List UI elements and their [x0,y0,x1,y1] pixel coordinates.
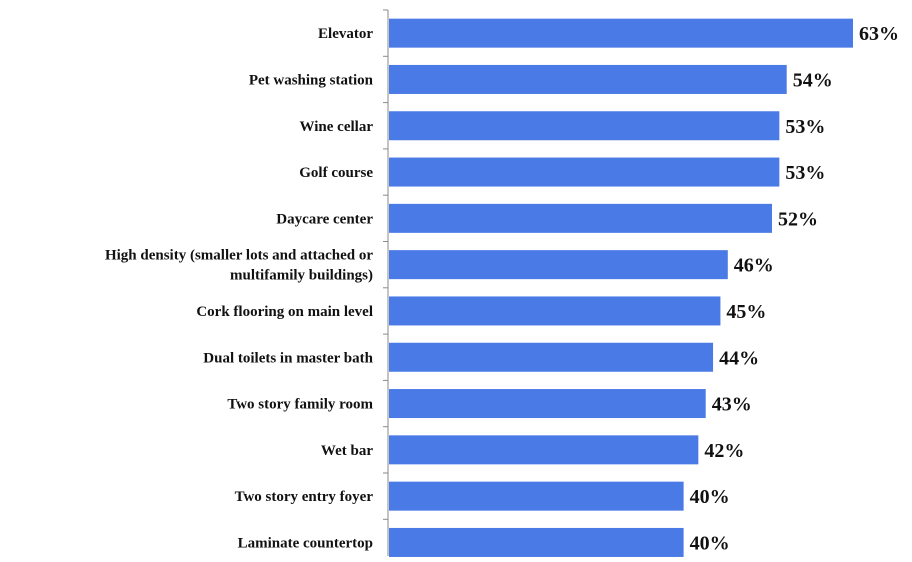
category-label-wine-cellar: Wine cellar [300,119,374,135]
category-label-pet-washing-station: Pet washing station [249,72,374,88]
y-axis-ticks [383,9,388,520]
bar-wet-bar [389,435,699,465]
value-label-elevator: 63% [859,23,899,45]
category-label-two-story-entry-foyer: Two story entry foyer [235,489,374,505]
bar-dual-toilets-in-master-bath [389,342,714,372]
bar-two-story-family-room [389,389,706,419]
value-label-pet-washing-station: 54% [793,69,833,91]
value-label-two-story-family-room: 43% [712,394,752,416]
bar-daycare-center [389,203,772,233]
category-label-high-density-smaller-lots-and-attached-or-multifamily-buildings: High density (smaller lots and attached … [105,248,373,284]
category-labels: Elevator Pet washing station Wine cellar Go… [105,26,374,551]
bar-high-density-smaller-lots-and-attached-or-multifamily-buildings [389,250,728,280]
value-labels: 63% 54% 53% 53% 52% 46% 45% 44% 43% 42% 40% 40% [690,23,899,554]
value-label-cork-flooring-on-main-level: 45% [726,301,766,323]
value-label-wine-cellar: 53% [785,116,825,138]
bar-wine-cellar [389,111,780,141]
value-label-dual-toilets-in-master-bath: 44% [719,347,759,369]
bar-elevator [389,18,853,48]
category-label-cork-flooring-on-main-level: Cork flooring on main level [196,304,373,320]
bar-two-story-entry-foyer [389,481,684,511]
bar-pet-washing-station [389,64,787,94]
category-label-daycare-center: Daycare center [276,211,373,227]
category-label-wet-bar: Wet bar [321,443,373,459]
value-label-golf-course: 53% [785,162,825,184]
value-label-laminate-countertop: 40% [690,532,730,554]
value-label-two-story-entry-foyer: 40% [690,486,730,508]
category-label-elevator: Elevator [318,26,373,42]
category-label-golf-course: Golf course [299,165,373,181]
category-label-dual-toilets-in-master-bath: Dual toilets in master bath [203,350,373,366]
category-label-laminate-countertop: Laminate countertop [238,535,373,551]
bar-laminate-countertop [389,527,684,557]
category-label-two-story-family-room: Two story family room [227,397,373,413]
bar-golf-course [389,157,780,187]
bars-group [389,18,853,557]
value-label-wet-bar: 42% [704,440,744,462]
bar-cork-flooring-on-main-level [389,296,721,326]
value-label-high-density-smaller-lots-and-attached-or-multifamily-buildings: 46% [734,255,774,277]
value-label-daycare-center: 52% [778,208,818,230]
